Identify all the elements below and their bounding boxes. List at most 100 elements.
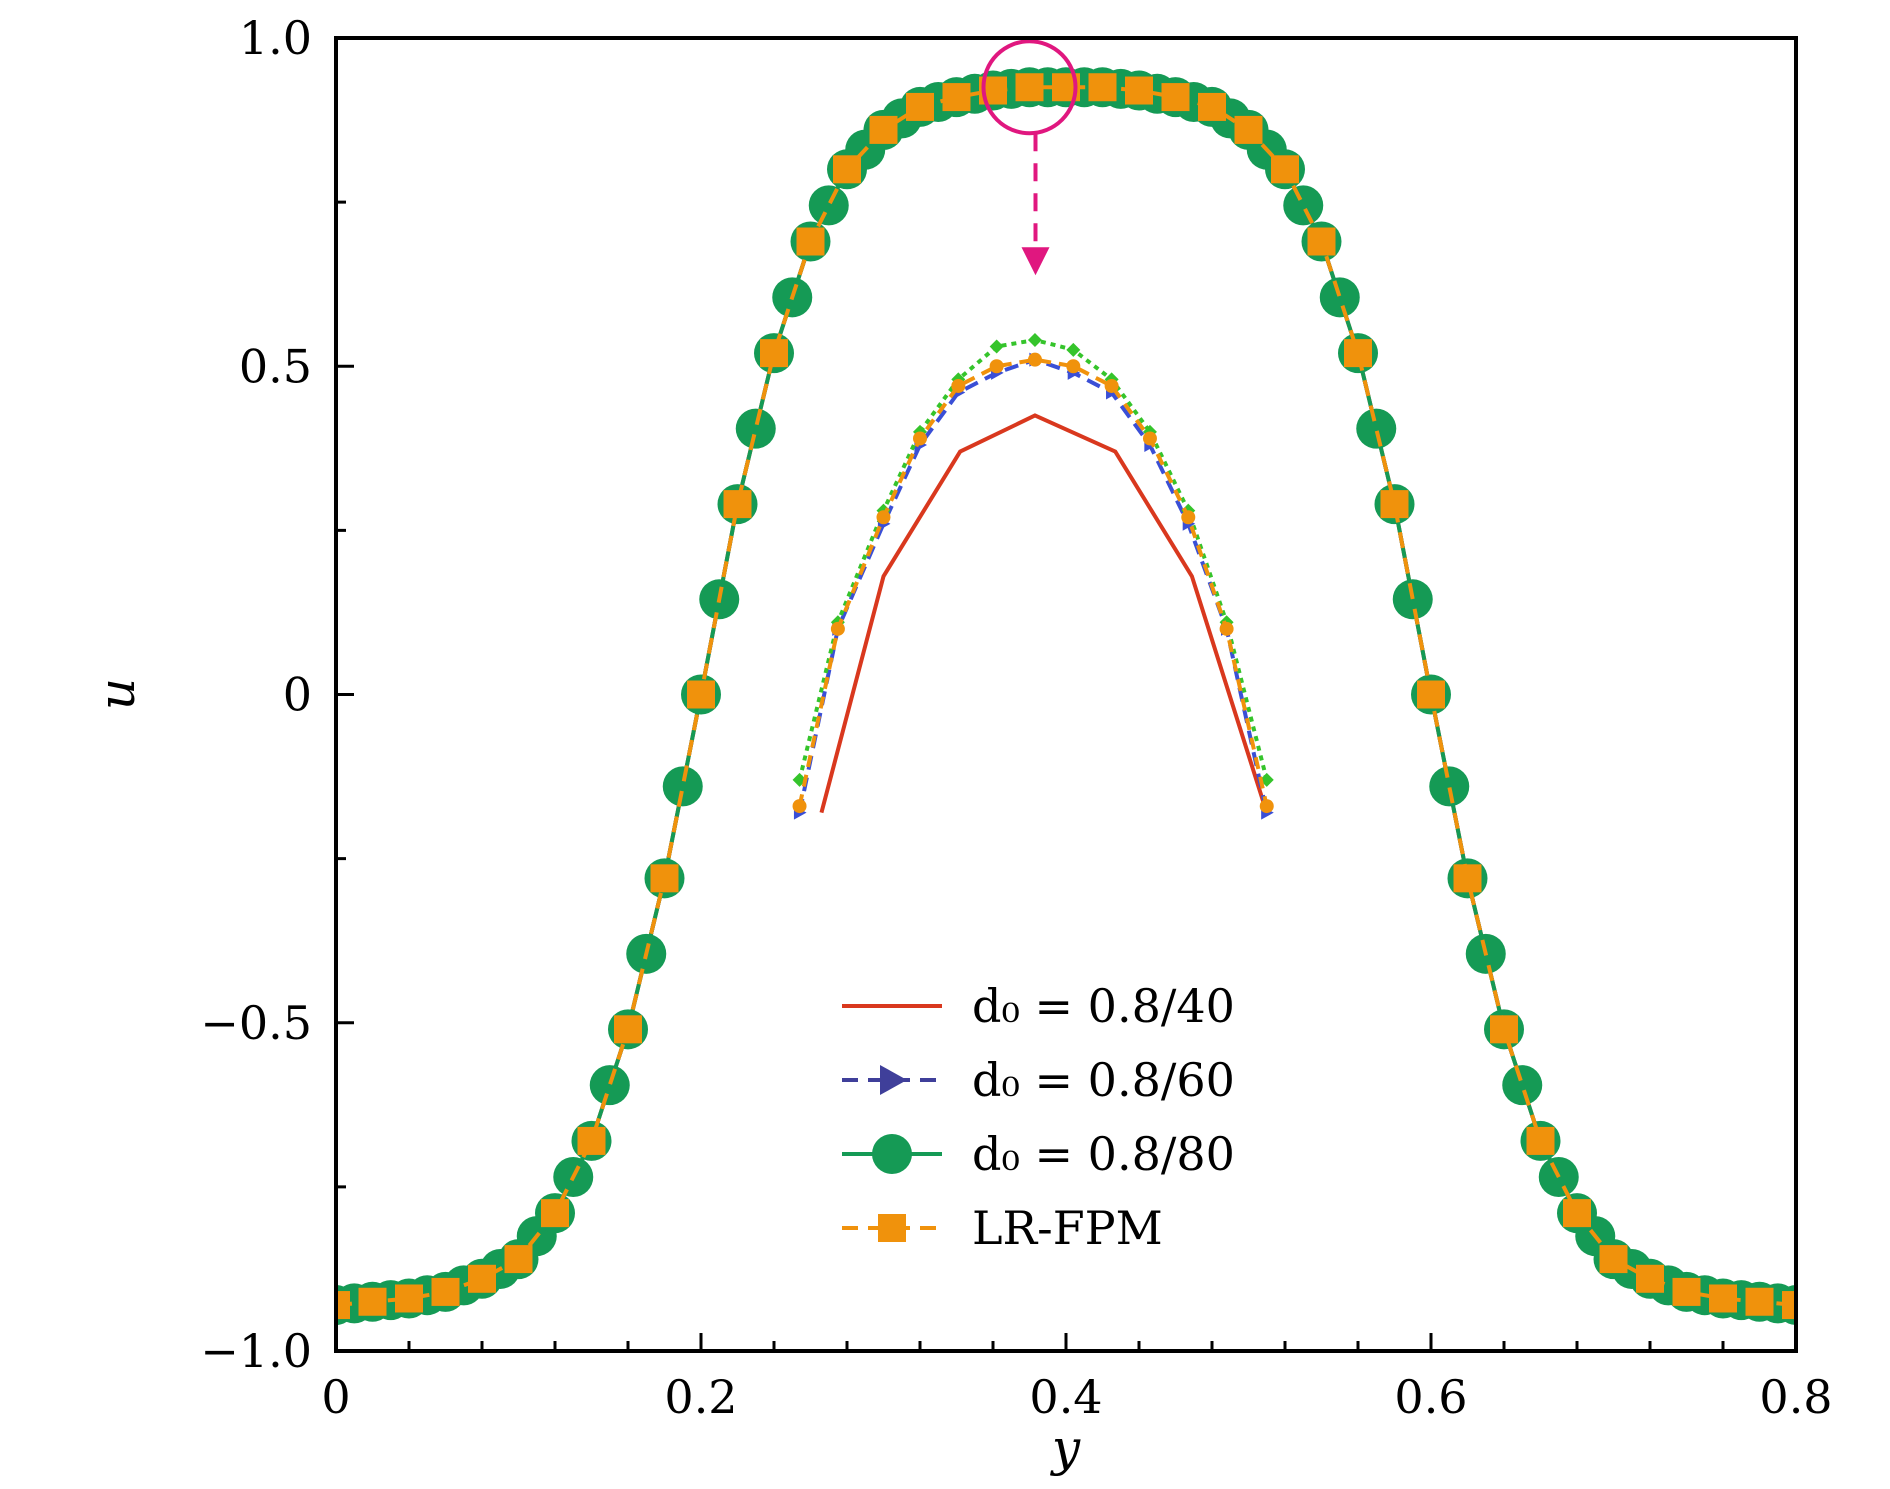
series-marker <box>1125 76 1153 105</box>
inset-marker <box>1066 359 1081 374</box>
inset-line <box>797 337 1269 781</box>
series-marker <box>796 227 825 256</box>
series-marker <box>1526 1126 1555 1155</box>
plot-frame <box>334 36 1798 1353</box>
series-marker <box>504 1245 533 1274</box>
series-line <box>338 85 1797 1308</box>
series-marker <box>1453 864 1482 893</box>
legend-label: LR-FPM <box>972 1201 1163 1255</box>
series-marker <box>614 1015 642 1044</box>
x-axis-label: y <box>1050 1419 1081 1477</box>
series-marker <box>358 1287 387 1316</box>
inset-marker <box>1066 342 1081 357</box>
series-marker <box>338 1291 350 1320</box>
inset-series-3 <box>792 352 1274 814</box>
y-tick-label: 0.5 <box>239 339 312 393</box>
series-marker <box>1015 73 1044 102</box>
inset-series-0 <box>819 413 1269 814</box>
series-marker <box>395 1284 423 1313</box>
legend-label: d₀ = 0.8/40 <box>972 979 1235 1033</box>
inset-marker <box>1104 378 1119 393</box>
x-tick-label: 0 <box>321 1370 350 1424</box>
series-marker <box>1234 115 1263 144</box>
inset-marker <box>1142 431 1157 446</box>
series-marker <box>1088 73 1117 102</box>
series-marker <box>833 155 861 184</box>
series-marker <box>869 115 898 144</box>
zoom-annotation <box>792 39 1274 820</box>
zoom-arrow-head <box>1021 247 1050 276</box>
legend-marker <box>880 1065 907 1095</box>
series-marker <box>1319 277 1360 318</box>
series-marker <box>589 1065 630 1106</box>
series-marker <box>735 408 776 449</box>
inset-line <box>797 357 1269 807</box>
inset-marker <box>1027 352 1042 367</box>
series-marker <box>1745 1287 1774 1316</box>
inset-series-2 <box>792 332 1274 787</box>
y-tick-label: 1.0 <box>239 11 312 65</box>
zoom-circle <box>981 39 1078 136</box>
inset-marker <box>1027 332 1042 347</box>
series-marker <box>1429 766 1470 807</box>
series-marker <box>1392 579 1433 620</box>
series-marker <box>1709 1284 1737 1313</box>
y-tick-label: 0 <box>283 668 312 722</box>
inset-marker <box>1181 510 1196 525</box>
inset-marker <box>876 510 891 525</box>
legend-label: d₀ = 0.8/80 <box>972 1127 1235 1181</box>
series-marker <box>1283 185 1324 226</box>
series-3 <box>338 73 1798 1320</box>
series-marker <box>577 1126 606 1155</box>
series-marker <box>541 1199 569 1228</box>
series-marker <box>1161 83 1190 112</box>
inset-series-1 <box>793 352 1274 820</box>
series-marker <box>1502 1065 1543 1106</box>
series-line <box>338 85 1797 1308</box>
y-tick-label: −1.0 <box>200 1324 312 1378</box>
y-axis-label: u <box>88 678 146 710</box>
series-marker <box>1356 408 1397 449</box>
inset-marker <box>989 339 1004 354</box>
tick-labels: 0 0.2 0.4 0.6 0.8 −1.0 −0.5 0 0.5 1.0 <box>200 11 1832 1424</box>
series-marker <box>1417 680 1445 709</box>
series-marker <box>1490 1015 1518 1044</box>
series-marker <box>760 339 788 368</box>
series-marker <box>1672 1277 1701 1306</box>
series-marker <box>723 490 752 519</box>
inset-marker <box>1219 621 1234 636</box>
series-line <box>338 85 1797 1308</box>
series-marker <box>1380 490 1409 519</box>
series-marker <box>1271 155 1299 184</box>
legend: d₀ = 0.8/40 d₀ = 0.8/60 d₀ = 0.8/80 LR-FPM <box>842 979 1235 1255</box>
series-marker <box>1599 1245 1628 1274</box>
x-tick-label: 0.2 <box>664 1370 737 1424</box>
inset-marker <box>1259 799 1274 814</box>
legend-marker <box>878 1214 906 1242</box>
series-marker <box>1307 227 1336 256</box>
x-tick-label: 0.8 <box>1759 1370 1832 1424</box>
series-marker <box>906 92 934 121</box>
inset-line <box>819 413 1269 814</box>
inset-marker <box>830 621 845 636</box>
legend-label: d₀ = 0.8/60 <box>972 1053 1235 1107</box>
data-curves <box>338 67 1798 1326</box>
x-tick-label: 0.4 <box>1029 1370 1102 1424</box>
x-tick-label: 0.6 <box>1394 1370 1467 1424</box>
y-tick-label: −0.5 <box>200 996 312 1050</box>
series-marker <box>662 766 703 807</box>
series-marker <box>431 1277 460 1306</box>
inset-marker <box>989 359 1004 374</box>
series-marker <box>1198 92 1226 121</box>
series-marker <box>1563 1199 1591 1228</box>
series-line <box>338 85 1797 1308</box>
series-0 <box>338 85 1797 1308</box>
series-marker <box>650 864 679 893</box>
series-marker <box>1636 1264 1664 1293</box>
legend-marker <box>872 1134 912 1174</box>
series-marker <box>687 680 715 709</box>
inset-marker <box>951 378 966 393</box>
series-marker <box>468 1264 496 1293</box>
series-marker <box>1344 339 1372 368</box>
